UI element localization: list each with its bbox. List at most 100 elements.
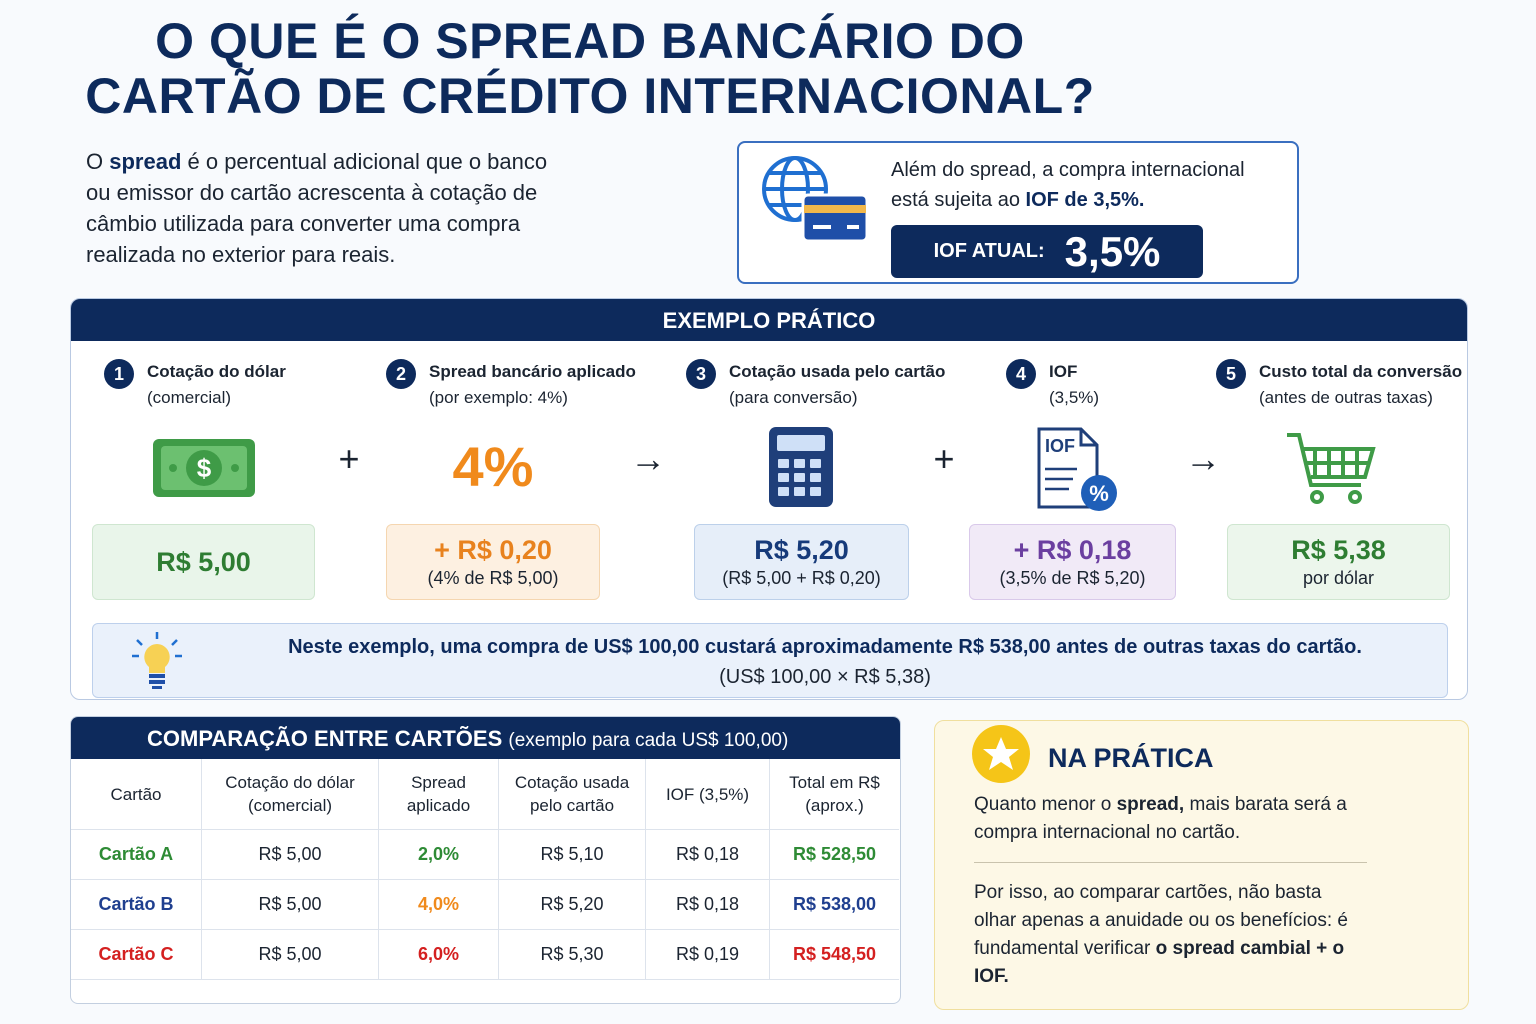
icon-shape <box>149 680 165 684</box>
icon-shape <box>777 435 825 451</box>
value-box: R$ 5,38 por dólar <box>1227 524 1450 600</box>
step-title: Cotação do dólar <box>147 362 286 381</box>
icon-shape <box>1287 433 1361 487</box>
header-cell: Cartão <box>71 759 202 830</box>
comparison-panel: COMPARAÇÃO ENTRE CARTÕES (exemplo para c… <box>70 716 901 1004</box>
panel-header: EXEMPLO PRÁTICO <box>71 299 1467 341</box>
icon-shape <box>810 487 821 496</box>
icon-shape <box>1307 449 1369 477</box>
table-cell: Cartão C <box>71 929 202 980</box>
icon-shape <box>778 487 789 496</box>
title-line: CARTÃO DE CRÉDITO INTERNACIONAL? <box>85 68 1095 124</box>
paragraph: Quanto menor o spread, mais barata será … <box>974 791 1384 847</box>
step-number: 2 <box>386 359 416 389</box>
panel-header: COMPARAÇÃO ENTRE CARTÕES (exemplo para c… <box>71 717 900 759</box>
table-cell: Cartão B <box>71 879 202 930</box>
icon-text: 4% <box>453 435 533 498</box>
header-cell: IOF (3,5%) <box>645 759 770 830</box>
icon-shape <box>169 464 177 472</box>
step-note: (R$ 5,00 + R$ 0,20) <box>722 568 881 588</box>
icon-shape <box>778 473 789 482</box>
icon-shape <box>813 225 831 229</box>
step-value: R$ 5,00 <box>156 546 251 577</box>
table-body: Cartão A R$ 5,00 2,0% R$ 5,10 R$ 0,18 R$ 528,… <box>71 829 899 980</box>
summary-box: Neste exemplo, uma compra de US$ 100,00 … <box>92 623 1448 698</box>
comparison-table: Cartão Cotação do dólar (comercial) Spread… <box>71 759 899 980</box>
operator: → <box>630 438 666 479</box>
step-number: 1 <box>104 359 134 389</box>
table-row: Cartão C R$ 5,00 6,0% R$ 5,30 R$ 0,19 R$ 548,… <box>71 929 899 980</box>
summary-text: Neste exemplo, uma compra de US$ 100,00 … <box>288 636 1362 658</box>
text-bold: spread <box>109 149 182 174</box>
text-bold: spread, <box>1116 794 1185 815</box>
table-cell: R$ 528,50 <box>769 829 899 880</box>
icon-shape <box>794 487 805 496</box>
step-icon: 4% <box>453 435 533 498</box>
table-cell: 6,0% <box>378 929 499 980</box>
icon-shape <box>778 459 789 468</box>
step-subtitle: (comercial) <box>147 388 232 407</box>
star-icon <box>972 725 1030 783</box>
table-row: Cartão B R$ 5,00 4,0% R$ 5,20 R$ 0,18 R$ 538,… <box>71 879 899 930</box>
step-icon <box>1287 433 1376 504</box>
text: mais barata será a compra internacional … <box>974 794 1347 843</box>
step-number: 5 <box>1216 359 1246 389</box>
table-head: Cartão Cotação do dólar (comercial) Spread… <box>71 759 899 830</box>
step-icon: IOF% <box>1037 427 1117 511</box>
table-cell: R$ 5,00 <box>201 879 379 930</box>
step-heading: Cotação usada pelo cartão (para conversão… <box>729 359 945 411</box>
value-box: R$ 5,00 <box>92 524 315 600</box>
icon-shape <box>152 686 162 689</box>
iof-text: Além do spread, a compra internacional e… <box>891 155 1281 215</box>
icon-shape <box>847 225 859 229</box>
table-cell: R$ 5,30 <box>498 929 646 980</box>
icon-shape <box>136 639 143 646</box>
step-subtitle: (3,5%) <box>1049 388 1100 407</box>
table-cell: R$ 0,19 <box>645 929 770 980</box>
example-panel: EXEMPLO PRÁTICO Neste exemplo, uma compr… <box>70 298 1468 700</box>
step-value: R$ 5,38 <box>1291 535 1386 565</box>
table-cell: R$ 548,50 <box>769 929 899 980</box>
step-title: Cotação usada pelo cartão <box>729 362 946 381</box>
icon-shape <box>1310 490 1324 504</box>
icon-shape <box>801 193 869 243</box>
iof-badge: IOF ATUAL: 3,5% <box>891 225 1203 278</box>
icon-shape <box>810 459 821 468</box>
table-cell: R$ 0,18 <box>645 829 770 880</box>
icon-shape <box>810 473 821 482</box>
practice-title: NA PRÁTICA <box>1048 743 1214 773</box>
badge-value: 3,5% <box>1064 227 1161 275</box>
globe-card-icon <box>762 156 869 243</box>
step-icon <box>769 427 833 507</box>
icon-text: % <box>1089 481 1109 506</box>
step-title: Spread bancário aplicado <box>429 362 636 381</box>
icon-shape <box>149 674 165 678</box>
value-box: R$ 5,20 (R$ 5,00 + R$ 0,20) <box>694 524 909 600</box>
icon-shape <box>186 450 222 486</box>
value-box: + R$ 0,18 (3,5% de R$ 5,20) <box>969 524 1176 600</box>
operator: + <box>338 438 360 479</box>
icon-shape <box>983 737 1019 770</box>
step-note: (3,5% de R$ 5,20) <box>999 568 1146 588</box>
step-value: + R$ 0,20 <box>434 535 552 565</box>
header-cell: Total em R$ (aprox.) <box>769 759 899 830</box>
comparison-subtitle: (exemplo para cada US$ 100,00) <box>508 730 789 751</box>
icon-shape <box>171 639 178 646</box>
step-heading: Custo total da conversão (antes de outras… <box>1259 359 1462 411</box>
badge-label: IOF ATUAL: <box>933 240 1045 262</box>
text: O <box>86 149 110 174</box>
title-line: O QUE É O SPREAD BANCÁRIO DO <box>155 13 1025 69</box>
step-heading: Cotação do dólar (comercial) <box>147 359 286 411</box>
header-cell: Cotação usada pelo cartão <box>498 759 646 830</box>
step-number: 4 <box>1006 359 1036 389</box>
step-heading: IOF (3,5%) <box>1049 359 1099 411</box>
paragraph: Por isso, ao comparar cartões, não basta… <box>974 879 1354 991</box>
step-heading: Spread bancário aplicado (por exemplo: 4%… <box>429 359 636 411</box>
intro: O spread é o percentual adicional que o … <box>86 146 576 270</box>
value-box: + R$ 0,20 (4% de R$ 5,00) <box>386 524 600 600</box>
icon-shape <box>1348 490 1362 504</box>
header-cell: Cotação do dólar (comercial) <box>201 759 379 830</box>
table-cell: Cartão A <box>71 829 202 880</box>
